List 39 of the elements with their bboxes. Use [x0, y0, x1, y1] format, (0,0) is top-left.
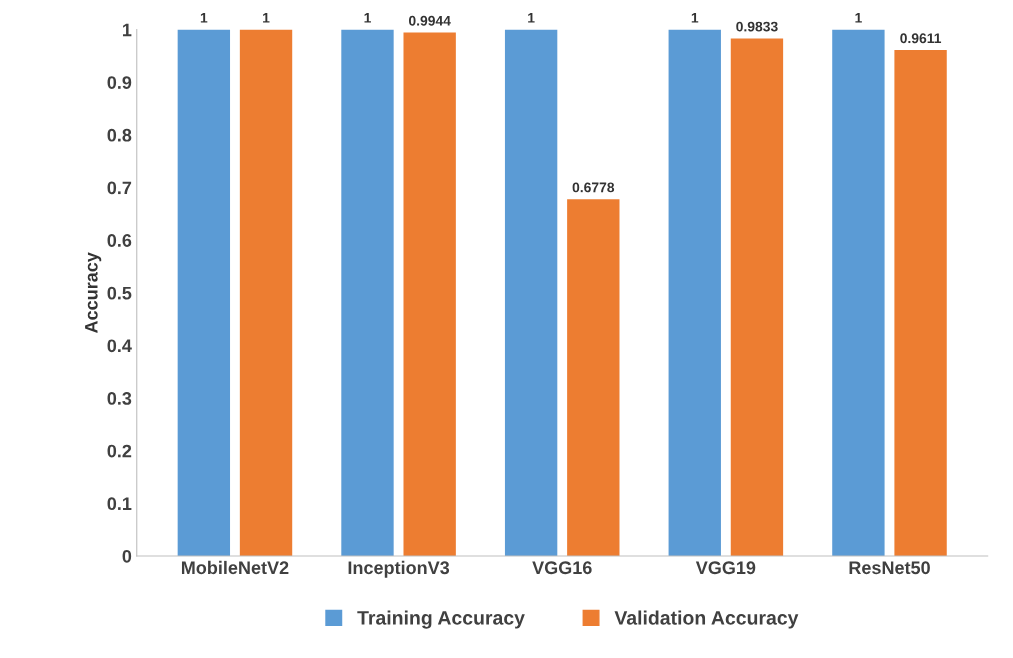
y-tick-label: 0.3 [107, 392, 132, 405]
data-label: 1 [691, 13, 699, 23]
bar [504, 29, 558, 557]
bar [668, 29, 721, 557]
bar [730, 38, 784, 557]
data-label: 0.9611 [900, 33, 942, 44]
x-tick-label: MobileNetV2 [181, 560, 289, 575]
bar [403, 32, 456, 557]
y-tick-label: 0.5 [107, 286, 132, 300]
y-tick-label: 1 [122, 23, 132, 37]
y-tick-label: 0.6 [107, 234, 132, 247]
bar [894, 50, 947, 557]
y-tick-label: 0.4 [107, 339, 132, 353]
data-label: 1 [855, 13, 862, 23]
legend-label: Validation Accuracy [614, 610, 799, 629]
x-tick-label: ResNet50 [849, 561, 930, 575]
x-tick-label: VGG16 [532, 561, 592, 575]
data-label: 0.6778 [572, 182, 615, 193]
y-tick-label: 0.7 [107, 181, 132, 195]
data-label: 0.9833 [736, 21, 778, 32]
y-tick-label: 0.2 [107, 444, 132, 458]
bar [239, 29, 293, 557]
y-tick-label: 0.1 [107, 497, 132, 511]
y-tick-label: 0 [122, 549, 132, 563]
y-tick-label: 0.9 [107, 76, 132, 89]
x-tick-label: VGG19 [695, 561, 756, 575]
y-tick-label: 0.8 [107, 128, 132, 142]
bar [177, 29, 231, 557]
x-tick-label: InceptionV3 [348, 560, 450, 578]
data-label: 0.9944 [408, 15, 451, 26]
data-label: 1 [364, 13, 371, 23]
bar [832, 29, 885, 557]
data-label: 1 [528, 13, 535, 23]
data-label: 1 [263, 13, 270, 23]
bar [341, 29, 394, 557]
legend-label: Training Accuracy [357, 610, 525, 629]
bar [567, 199, 620, 557]
data-label: 1 [200, 13, 208, 23]
y-axis-title: Accuracy [85, 252, 102, 334]
